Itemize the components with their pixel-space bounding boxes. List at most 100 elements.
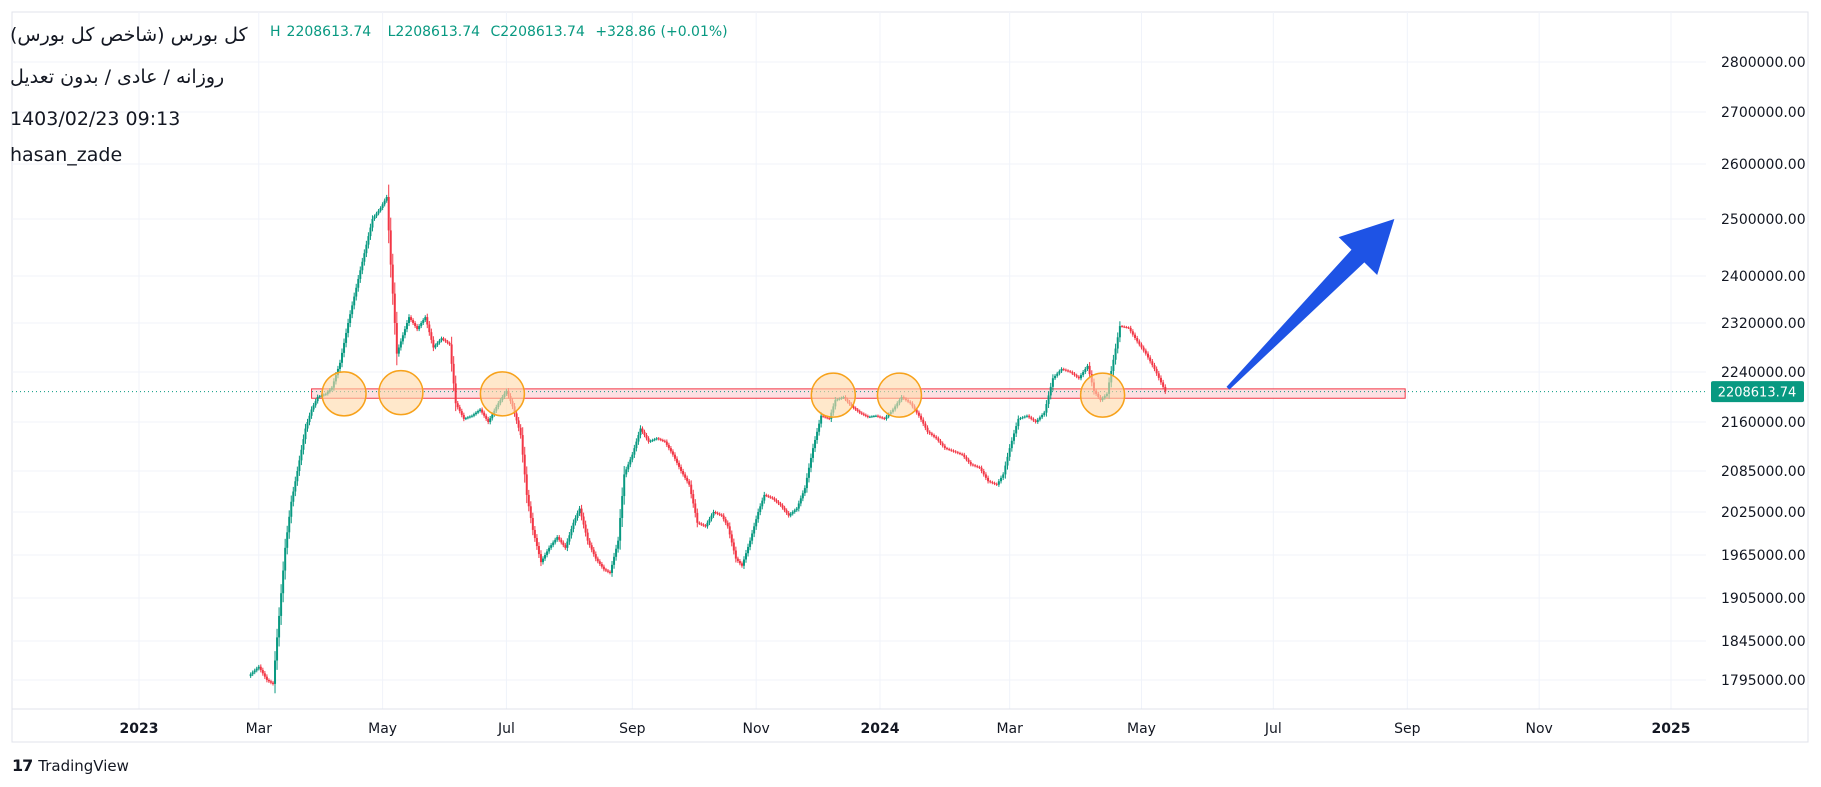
candle-body: [416, 326, 419, 330]
candle-body: [359, 270, 362, 279]
candle-body: [533, 529, 536, 538]
x-axis-tick-label: May: [368, 721, 397, 737]
candle-body: [686, 477, 689, 482]
timestamp: 1403/02/23 09:13: [10, 108, 181, 130]
candle-body: [460, 411, 463, 415]
candle-body: [598, 561, 601, 564]
candle-body: [726, 522, 729, 527]
candle-body: [963, 454, 966, 458]
x-axis-tick-label: Mar: [246, 721, 273, 737]
candle-body: [387, 197, 390, 231]
y-axis[interactable]: 2800000.00 2700000.00 2600000.00 2500000.00…: [1721, 55, 1806, 689]
candle-body: [1082, 372, 1085, 376]
candle-body: [945, 448, 948, 450]
candle-body: [663, 440, 666, 442]
candle-body: [1129, 327, 1132, 332]
candle-body: [541, 558, 544, 563]
candle-body: [941, 443, 944, 446]
candle-body: [389, 230, 392, 265]
candle-body: [1030, 417, 1033, 419]
candle-body: [629, 459, 632, 465]
candle-body: [781, 505, 784, 508]
candle-body: [422, 320, 425, 323]
candle-body: [939, 440, 942, 444]
candle-body: [690, 484, 693, 495]
candle-body: [1015, 426, 1018, 434]
candle-body: [546, 551, 549, 555]
candle-body: [745, 553, 748, 560]
candle-body: [619, 517, 622, 541]
candle-body: [584, 524, 587, 533]
candle-body: [1038, 417, 1041, 420]
candle-body: [952, 450, 955, 452]
candle-body: [477, 411, 480, 413]
candle-body: [377, 210, 380, 214]
candle-body: [1140, 344, 1143, 348]
candle-body: [1162, 382, 1165, 387]
candle-body: [570, 529, 573, 536]
candle-body: [393, 293, 396, 323]
candle-body: [284, 547, 287, 571]
tradingview-logo[interactable]: 17 TradingView: [12, 756, 129, 775]
candle-body: [525, 474, 528, 495]
candle-body: [982, 471, 985, 475]
candle-body: [615, 548, 618, 557]
candle-body: [552, 542, 555, 546]
candle-body: [989, 481, 992, 483]
candle-body: [1084, 368, 1087, 372]
candle-body: [625, 469, 628, 475]
candle-body: [405, 323, 408, 330]
candle-body: [401, 335, 404, 342]
candle-body: [276, 637, 279, 661]
candle-body: [965, 457, 968, 460]
candle-body: [809, 457, 812, 468]
candle-body: [259, 666, 262, 671]
candle-body: [353, 296, 356, 306]
candle-body: [987, 477, 990, 482]
candle-body: [267, 680, 270, 682]
candle-body: [991, 482, 994, 484]
y-axis-tick-label: 2085000.00: [1721, 464, 1806, 480]
candle-body: [828, 418, 831, 420]
candle-body: [403, 329, 406, 336]
touch-circle: [479, 371, 526, 417]
candle-body: [1064, 369, 1067, 371]
candle-body: [621, 496, 624, 518]
candle-body: [1045, 404, 1048, 413]
symbol-title: کل بورس (شاخص کل بورس): [10, 24, 248, 46]
candle-body: [803, 488, 806, 494]
candle-body: [397, 347, 400, 354]
candle-body: [1088, 365, 1091, 375]
candle-body: [696, 512, 699, 523]
candle-body: [807, 467, 810, 478]
candle-body: [749, 540, 752, 547]
candle-body: [355, 287, 358, 297]
touch-circle: [378, 369, 424, 416]
candle-body: [517, 420, 520, 428]
ohlc-low: L2208613.74: [387, 24, 481, 40]
y-axis-tick-label: 1965000.00: [1721, 548, 1806, 564]
candle-body: [732, 542, 735, 551]
candle-body: [306, 422, 309, 429]
candle-body: [341, 352, 344, 363]
candle-body: [980, 467, 983, 471]
candle-body: [1155, 368, 1158, 374]
candle-body: [367, 236, 370, 245]
candle-body: [479, 409, 482, 412]
candle-body: [1125, 326, 1128, 328]
candle-body: [740, 563, 743, 566]
candle-body: [586, 532, 589, 541]
x-axis[interactable]: 2023 Mar May Jul Sep Nov 2024 Mar May Jul Sep Nov 20…: [120, 721, 1691, 737]
candle-body: [641, 428, 644, 432]
candle-body: [655, 438, 658, 440]
candle-body: [783, 507, 786, 511]
candle-body: [261, 670, 264, 674]
ohlc-high: H 2208613.74: [270, 24, 372, 40]
candle-body: [793, 510, 796, 512]
candle-body: [675, 458, 678, 463]
candle-body: [363, 253, 366, 262]
candle-body: [724, 519, 727, 523]
candle-body: [728, 526, 731, 535]
candle-body: [576, 513, 579, 518]
